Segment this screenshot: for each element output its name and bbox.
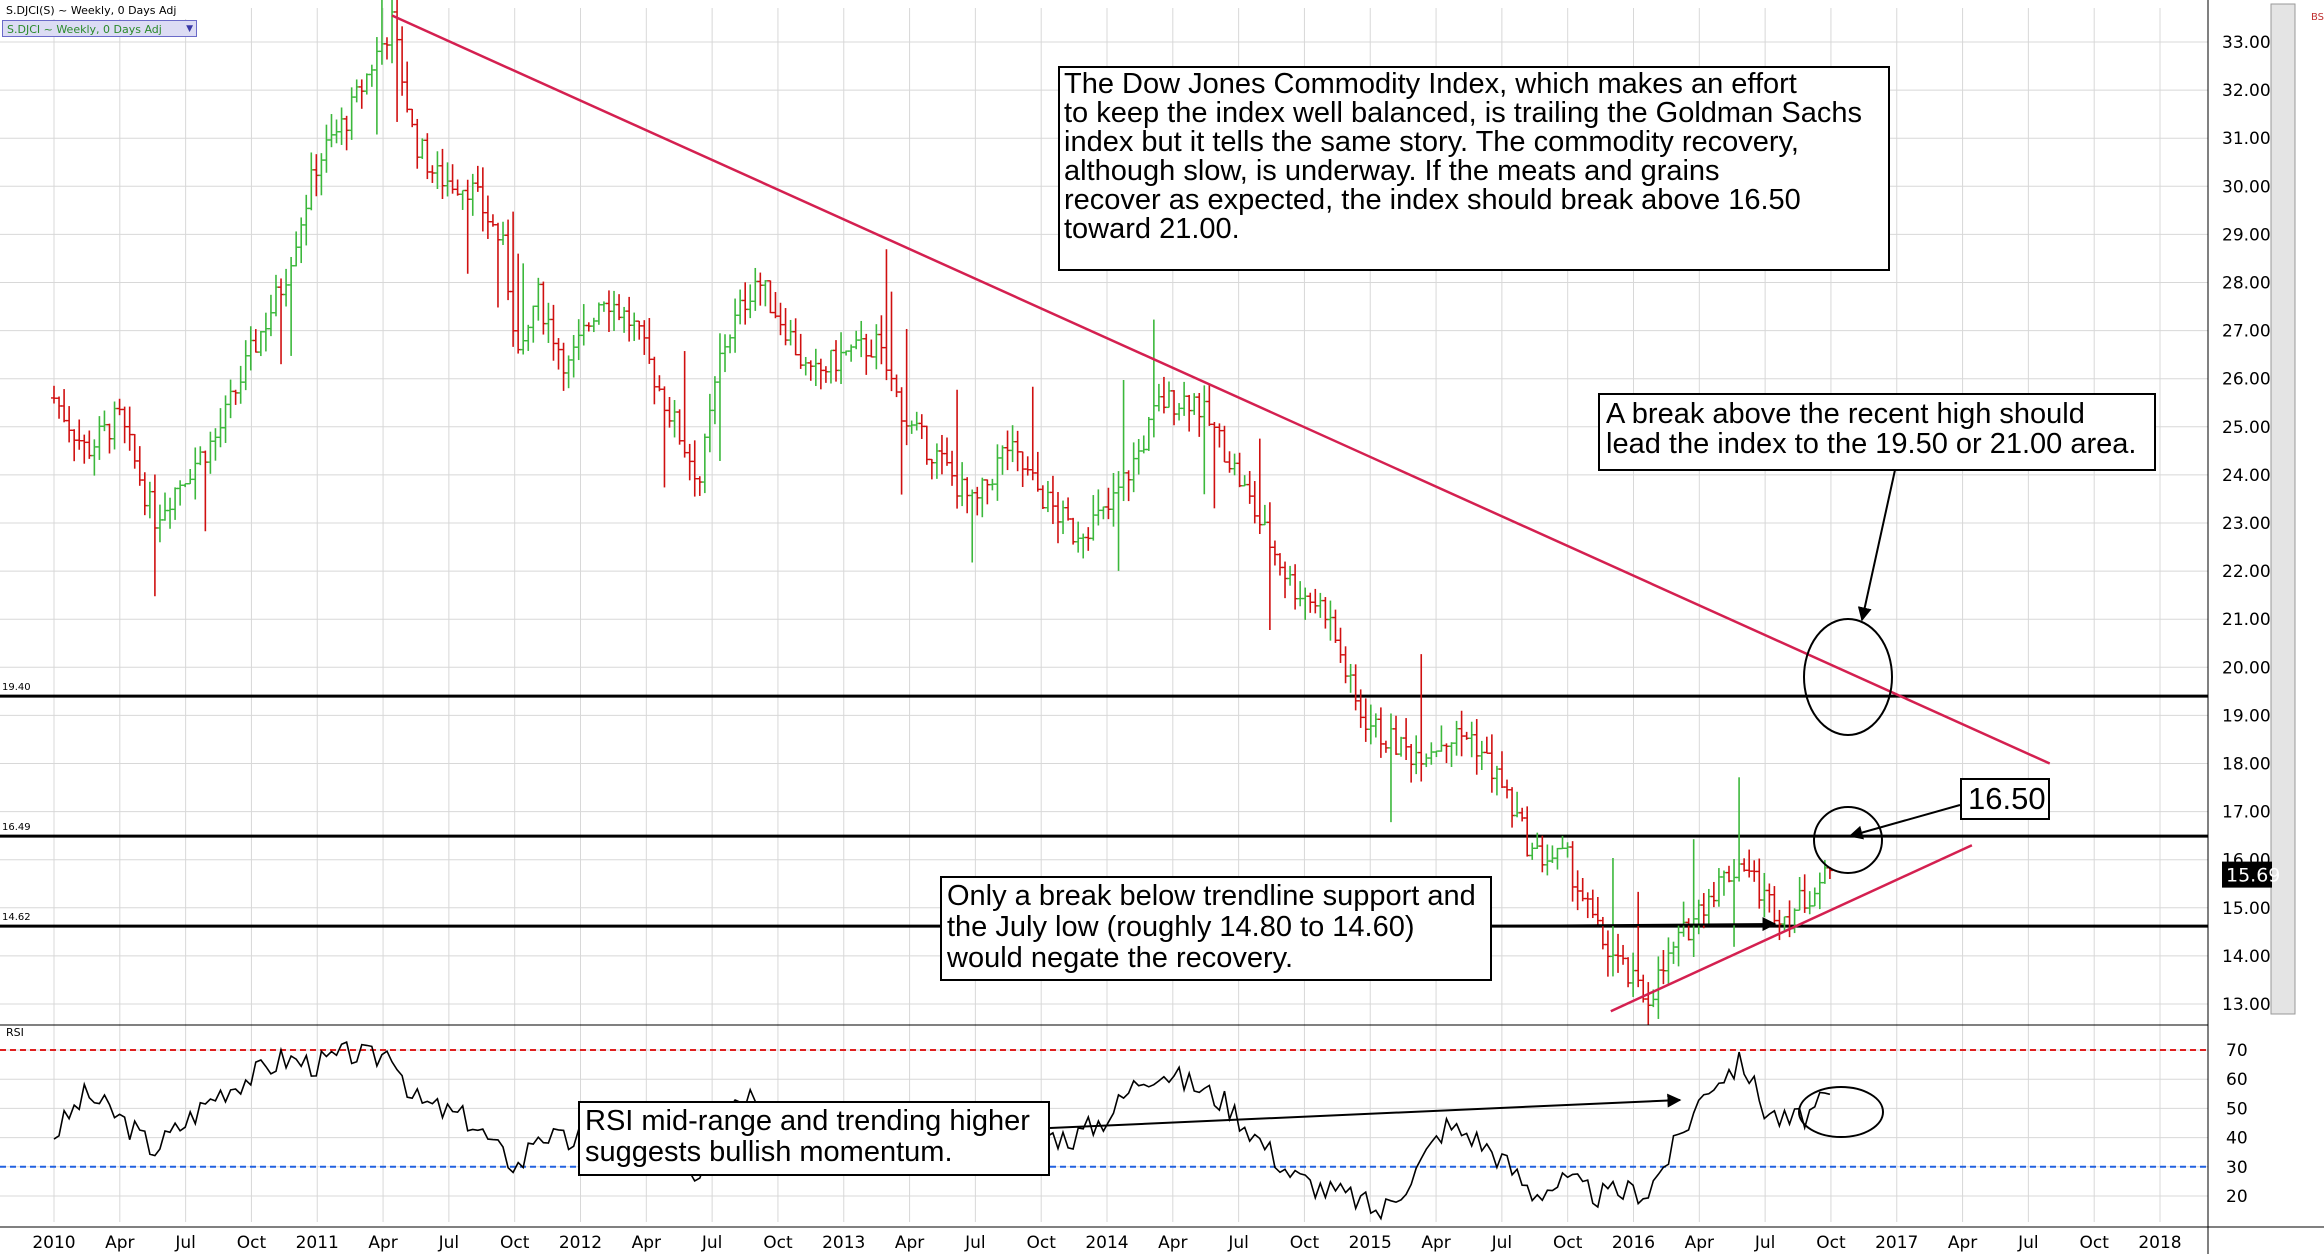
breakout-callout: A break above the recent high should lea… [1598, 393, 2156, 471]
commentary-box: The Dow Jones Commodity Index, which mak… [1058, 66, 1890, 271]
y-tick-label: 17.00 [2222, 803, 2271, 823]
x-tick-label: Apr [895, 1233, 924, 1253]
y-tick-label: 15.00 [2222, 899, 2271, 919]
x-tick-label: 2017 [1875, 1233, 1918, 1253]
series-legend-secondary[interactable]: S.DJCI ~ Weekly, 0 Days Adj ▼ [2, 20, 197, 37]
legend-secondary-label: S.DJCI ~ Weekly, 0 Days Adj [7, 23, 162, 36]
trendline [1610, 844, 1973, 1013]
x-tick-label: Oct [1026, 1233, 1056, 1253]
x-tick-label: Oct [2079, 1233, 2109, 1253]
rsi-tick-label: 70 [2226, 1041, 2248, 1061]
x-tick-label: Oct [1553, 1233, 1583, 1253]
rsi-label: RSI [6, 1026, 24, 1039]
y-tick-label: 19.00 [2222, 706, 2271, 726]
legend-primary-label: S.DJCI(S) ~ Weekly, 0 Days Adj [6, 4, 177, 17]
y-tick-label: 25.00 [2222, 418, 2271, 438]
x-tick-label: Apr [1948, 1233, 1977, 1253]
x-tick-label: Oct [1816, 1233, 1846, 1253]
rsi-callout: RSI mid-range and trending higher sugges… [578, 1101, 1050, 1176]
x-tick-label: 2014 [1085, 1233, 1128, 1253]
rsi-arrow [1049, 1093, 1682, 1129]
x-tick-label: Apr [1158, 1233, 1187, 1253]
y-tick-label: 32.00 [2222, 81, 2271, 101]
annotation-marks [1049, 469, 1961, 1138]
rsi-panel [0, 1040, 2208, 1221]
level-label: 19.40 [2, 682, 31, 693]
y-tick-label: 28.00 [2222, 274, 2271, 294]
x-tick-label: Jul [1754, 1233, 1776, 1253]
level-label: 14.62 [2, 912, 31, 923]
price-bars [51, 0, 1833, 1025]
level-circle [1813, 806, 1883, 874]
y-tick-label: 20.00 [2222, 658, 2271, 678]
y-tick-label: 33.00 [2222, 33, 2271, 53]
support-callout: Only a break below trendline support and… [940, 876, 1492, 981]
y-tick-label: 30.00 [2222, 177, 2271, 197]
x-tick-label: Jul [2017, 1233, 2039, 1253]
x-tick-label: 2016 [1612, 1233, 1655, 1253]
x-tick-label: 2013 [822, 1233, 865, 1253]
x-tick-label: 2010 [32, 1233, 75, 1253]
y-tick-label: 13.00 [2222, 995, 2271, 1015]
bs-label: BS [2311, 12, 2324, 23]
x-tick-label: Oct [763, 1233, 793, 1253]
x-tick-label: Jul [1227, 1233, 1249, 1253]
trendlines [391, 14, 2051, 1013]
y-tick-label: 21.00 [2222, 610, 2271, 630]
y-tick-label: 23.00 [2222, 514, 2271, 534]
x-tick-label: 2015 [1349, 1233, 1392, 1253]
x-tick-label: Jul [964, 1233, 986, 1253]
x-tick-label: 2011 [296, 1233, 339, 1253]
breakout-arrow [1857, 469, 1896, 622]
support-arrow [1491, 917, 1777, 932]
series-legend-primary[interactable]: S.DJCI(S) ~ Weekly, 0 Days Adj [2, 2, 197, 19]
trendline [391, 14, 2051, 765]
x-tick-label: Oct [1290, 1233, 1320, 1253]
y-tick-label: 27.00 [2222, 322, 2271, 342]
rsi-tick-label: 50 [2226, 1099, 2248, 1119]
x-tick-label: Oct [500, 1233, 530, 1253]
level-label: 16.49 [2, 822, 31, 833]
last-value-badge [2222, 861, 2272, 888]
x-tick-label: Jul [1491, 1233, 1513, 1253]
target-circle [1803, 618, 1893, 736]
x-tick-label: Oct [237, 1233, 267, 1253]
chevron-down-icon[interactable]: ▼ [186, 24, 193, 34]
x-tick-label: Apr [105, 1233, 134, 1253]
y-tick-label: 31.00 [2222, 129, 2271, 149]
rsi-tick-label: 30 [2226, 1158, 2248, 1178]
y-tick-label: 18.00 [2222, 755, 2271, 775]
rsi-tick-label: 20 [2226, 1187, 2248, 1207]
y-tick-label: 26.00 [2222, 370, 2271, 390]
x-tick-label: Apr [1685, 1233, 1714, 1253]
x-tick-label: 2018 [2138, 1233, 2181, 1253]
x-tick-label: 2012 [559, 1233, 602, 1253]
rsi-tick-label: 40 [2226, 1129, 2248, 1149]
y-tick-label: 22.00 [2222, 562, 2271, 582]
x-tick-label: Apr [368, 1233, 397, 1253]
x-tick-label: Jul [701, 1233, 723, 1253]
x-tick-label: Apr [632, 1233, 661, 1253]
level-callout: 16.50 [1960, 778, 2050, 820]
x-tick-label: Jul [438, 1233, 460, 1253]
rsi-circle [1798, 1086, 1884, 1138]
last-value-label: 15.69 [2226, 865, 2280, 887]
scrollbar-track [2270, 3, 2296, 1015]
y-tick-label: 24.00 [2222, 466, 2271, 486]
y-tick-label: 14.00 [2222, 947, 2271, 967]
x-tick-label: Apr [1421, 1233, 1450, 1253]
rsi-tick-label: 60 [2226, 1070, 2248, 1090]
level-arrow [1848, 804, 1961, 840]
y-tick-label: 29.00 [2222, 225, 2271, 245]
x-tick-label: Jul [174, 1233, 196, 1253]
